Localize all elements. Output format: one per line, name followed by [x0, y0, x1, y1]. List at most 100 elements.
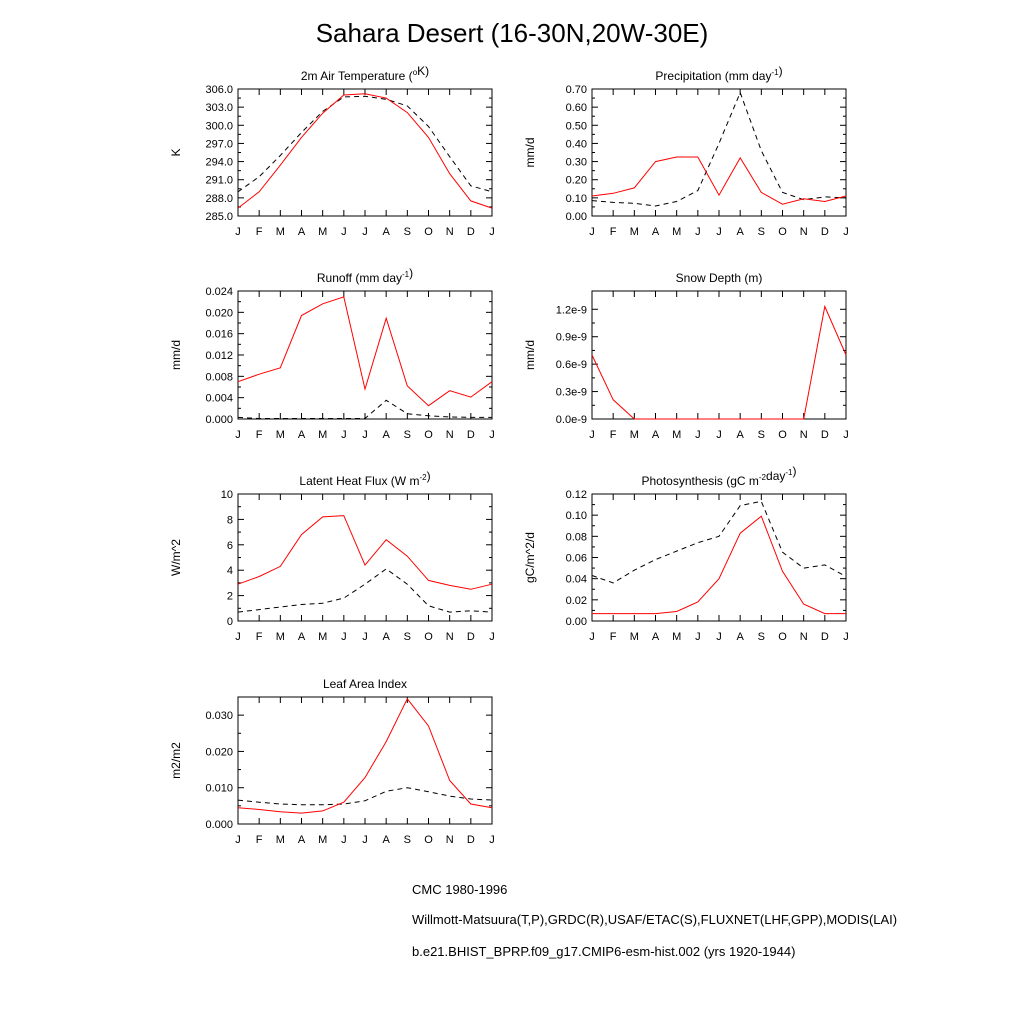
x-tick-label: M: [630, 226, 639, 238]
x-tick-label: J: [695, 631, 701, 643]
x-tick-label: S: [404, 429, 411, 441]
series-line-solid: [591, 156, 847, 205]
x-tick-label: J: [589, 631, 595, 643]
x-tick-label: F: [256, 834, 263, 846]
x-tick-label: A: [736, 226, 744, 238]
series-line-dashed: [237, 787, 493, 806]
x-tick-label: J: [362, 631, 368, 643]
y-axis-label: mm/d: [169, 340, 183, 370]
y-tick-label: 0.030: [205, 710, 233, 722]
x-tick-label: J: [589, 226, 595, 238]
x-tick-label: J: [362, 226, 368, 238]
x-tick-label: J: [695, 226, 701, 238]
x-tick-label: M: [630, 429, 639, 441]
x-tick-label: S: [758, 429, 765, 441]
x-tick-label: M: [276, 834, 285, 846]
series-line-dashed: [591, 500, 847, 584]
y-tick-label: 0.12: [566, 489, 587, 501]
y-tick-label: 0.60: [566, 102, 587, 114]
chart-title: Photosynthesis (gC m-2day-1): [642, 464, 797, 488]
x-tick-label: M: [318, 226, 327, 238]
chart-panel-2: J F M A M J J A S O N D J0.0000.0040.0080.0120.0160.…: [169, 266, 495, 441]
y-tick-label: 0.0e-9: [556, 414, 587, 426]
x-tick-label: J: [716, 226, 722, 238]
x-tick-label: M: [672, 226, 681, 238]
x-tick-label: J: [362, 429, 368, 441]
x-tick-label: N: [800, 226, 808, 238]
x-tick-label: D: [821, 226, 829, 238]
x-tick-label: M: [318, 631, 327, 643]
y-tick-label: 0.40: [566, 138, 587, 150]
plot-frame: [237, 290, 493, 420]
x-tick-label: F: [256, 429, 263, 441]
chart-title: Latent Heat Flux (W m-2): [299, 469, 430, 488]
legend-label-obs: Willmott-Matsuura(T,P),GRDC(R),USAF/ETAC…: [412, 912, 898, 927]
y-tick-label: 294.0: [205, 157, 233, 169]
x-tick-label: F: [610, 429, 617, 441]
x-tick-label: M: [672, 429, 681, 441]
chart-title: Runoff (mm day-1): [317, 266, 413, 285]
y-tick-label: 0.50: [566, 120, 587, 132]
series-line-dashed: [237, 399, 492, 419]
y-tick-label: 0.024: [205, 286, 233, 298]
y-tick-label: 0.70: [566, 84, 587, 96]
y-tick-label: 0.30: [566, 157, 587, 169]
x-tick-label: M: [318, 429, 327, 441]
y-tick-label: 306.0: [205, 84, 233, 96]
y-tick-label: 0.016: [205, 329, 233, 341]
x-tick-label: O: [778, 226, 787, 238]
x-tick-label: J: [235, 429, 241, 441]
y-tick-label: 4: [227, 565, 233, 577]
y-axis-label: m2/m2: [169, 742, 183, 779]
x-tick-label: N: [800, 631, 808, 643]
x-tick-label: J: [341, 834, 347, 846]
plot-frame: [237, 493, 493, 622]
y-tick-label: 0.02: [566, 595, 587, 607]
x-tick-label: O: [424, 834, 433, 846]
plot-frame: [591, 493, 847, 622]
x-tick-label: J: [235, 226, 241, 238]
series-line-dashed: [591, 91, 847, 207]
x-tick-label: A: [652, 429, 660, 441]
x-tick-label: S: [758, 631, 765, 643]
x-tick-label: S: [404, 226, 411, 238]
x-tick-label: F: [610, 631, 617, 643]
y-tick-label: 0.06: [566, 553, 587, 565]
y-tick-label: 1.2e-9: [556, 304, 587, 316]
series-line-dashed: [237, 568, 493, 613]
y-tick-label: 0.012: [205, 350, 233, 362]
plot-frame: [591, 88, 847, 217]
y-tick-label: 0.00: [566, 616, 587, 628]
x-tick-label: J: [489, 834, 495, 846]
x-tick-label: A: [298, 226, 306, 238]
x-tick-label: A: [382, 429, 390, 441]
x-tick-label: M: [318, 834, 327, 846]
x-tick-label: J: [716, 631, 722, 643]
x-tick-label: M: [630, 631, 639, 643]
x-tick-label: J: [843, 226, 849, 238]
x-tick-label: O: [424, 429, 433, 441]
legend-label-cmc: CMC 1980-1996: [412, 882, 508, 897]
x-tick-label: M: [276, 429, 285, 441]
y-tick-label: 291.0: [205, 175, 233, 187]
y-tick-label: 0.3e-9: [556, 387, 587, 399]
series-line-solid: [591, 304, 847, 420]
series-line-solid: [237, 697, 493, 814]
x-tick-label: F: [256, 631, 263, 643]
y-axis-label: K: [169, 148, 183, 156]
x-tick-label: J: [235, 631, 241, 643]
y-tick-label: 0.08: [566, 531, 587, 543]
y-tick-label: 0.004: [205, 393, 233, 405]
x-tick-label: J: [589, 429, 595, 441]
x-tick-label: O: [778, 631, 787, 643]
x-tick-label: A: [652, 226, 660, 238]
x-tick-label: O: [778, 429, 787, 441]
x-tick-label: O: [424, 226, 433, 238]
x-tick-label: J: [695, 429, 701, 441]
x-tick-label: A: [298, 834, 306, 846]
x-tick-label: A: [382, 631, 390, 643]
y-tick-label: 0.04: [566, 574, 587, 586]
